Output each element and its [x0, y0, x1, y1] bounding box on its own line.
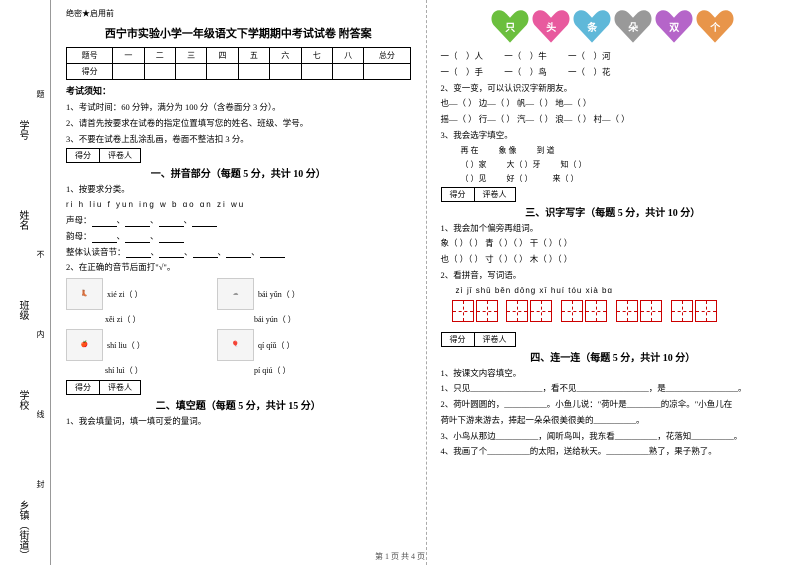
s3-r2: 也（ ）（ ） 寸（ ）（ ） 木（ ）（ ） [441, 253, 786, 266]
fill-r3: 也—（ ） 边—（ ） 帆—（ ） 地—（ ） [441, 97, 786, 110]
margin-id: 学号 [15, 120, 30, 140]
fill-r4: 摇—（ ） 行—（ ） 汽—（ ） 浪—（ ） 村—（ ） [441, 113, 786, 126]
heart-1: 只 [491, 8, 529, 44]
heart-6: 个 [696, 8, 734, 44]
s1-row1: 👢xié zi（ ）☁bái yǔn（ ） [66, 278, 411, 310]
s4-l1: 1、只见_________________，看不见_______________… [441, 382, 786, 395]
score-box-2: 得分评卷人 [66, 380, 141, 395]
seal-4: 不 [35, 250, 46, 258]
margin-class: 班级 [15, 300, 30, 320]
left-column: 绝密★启用前 西宁市实验小学一年级语文下学期期中考试试卷 附答案 题号 一 二 … [51, 0, 426, 565]
vocab-row1: 再 在象 像到 道 [461, 145, 786, 156]
heart-4: 朵 [614, 8, 652, 44]
s3-q2: 2、看拼音，写词语。 [441, 269, 786, 282]
section-4-title: 四、连一连（每题 5 分，共计 10 分） [441, 349, 786, 364]
notice-2: 2、请首先按要求在试卷的指定位置填写您的姓名、班级、学号。 [66, 117, 411, 130]
s1-pinyin: ri h liu f yun ing w b ɑo ɑn zi wu [66, 199, 411, 211]
s4-l5: 4、我画了个__________的太阳，送给秋天。__________熟了，果子… [441, 445, 786, 458]
notice-3: 3、不要在试卷上乱涂乱画，卷面不整洁扣 3 分。 [66, 133, 411, 146]
s1-p1: 声母：、、、 [66, 214, 411, 227]
score-box-3: 得分评卷人 [441, 187, 516, 202]
s1-q1: 1、按要求分类。 [66, 183, 411, 196]
seal-5: 题 [35, 90, 46, 98]
section-1-title: 一、拼音部分（每题 5 分，共计 10 分） [66, 165, 411, 180]
score-box-4: 得分评卷人 [441, 332, 516, 347]
grid-row [441, 300, 786, 322]
s1-row2: xěi zi（ ）bái yún（ ） [66, 314, 411, 325]
binding-margin: 乡镇（街道） 学校 班级 姓名 学号 封 线 内 不 题 [0, 0, 51, 565]
score-table: 题号 一 二 三 四 五 六 七 八 总分 得分 [66, 47, 411, 80]
s1-p2: 韵母：、、 [66, 230, 411, 243]
seal-1: 封 [35, 480, 46, 488]
vocab-row2: （ ）家大（ ）牙知（ ） [461, 159, 786, 170]
secret-label: 绝密★启用前 [66, 8, 411, 19]
s1-row3: 🍎shí liu（ ）🎈qí qíǔ（ ） [66, 329, 411, 361]
s4-l4: 3、小鸟从那边__________，闻听鸟叫，我东看__________，花落知… [441, 430, 786, 443]
pomegranate-icon: 🍎 [66, 329, 103, 361]
seal-2: 线 [35, 410, 46, 418]
s3-r1: 象（ ）（ ） 青（ ）（ ） 干（ ）（ ） [441, 237, 786, 250]
s3-pinyin: zì jǐ shū běn dōnɡ xī huí tóu xià bɑ [441, 285, 786, 297]
s4-l2: 2、荷叶圆圆的，__________。小鱼儿说："荷叶是________的凉伞。… [441, 398, 786, 411]
score-box-1: 得分评卷人 [66, 148, 141, 163]
balloon-icon: 🎈 [217, 329, 254, 361]
s4-l3: 荷叶下游来游去，捧起一朵朵很美很美的__________。 [441, 414, 786, 427]
heart-3: 条 [573, 8, 611, 44]
s1-p3: 整体认读音节：、、、、 [66, 246, 411, 259]
th-num: 题号 [67, 48, 113, 64]
s1-row4: shí luì（ ）pí qiú（ ） [66, 365, 411, 376]
fill-q2: 2、变一变，可以认识汉字新朋友。 [441, 82, 786, 95]
right-column: 只 头 条 朵 双 个 一（ ）人 一（ ）牛 一（ ）河 一（ ）手 一（ ）… [426, 0, 800, 565]
s4-q1: 1、按课文内容填空。 [441, 367, 786, 380]
heart-5: 双 [655, 8, 693, 44]
fill-r1: 一（ ）人 一（ ）牛 一（ ）河 [441, 50, 786, 63]
notice-1: 1、考试时间：60 分钟，满分为 100 分（含卷面分 3 分）。 [66, 101, 411, 114]
notice-header: 考试须知： [66, 84, 411, 97]
heart-2: 头 [532, 8, 570, 44]
margin-school: 学校 [15, 390, 30, 410]
fill-r2: 一（ ）手 一（ ）鸟 一（ ）花 [441, 66, 786, 79]
th-score: 得分 [67, 64, 113, 80]
seal-3: 内 [35, 330, 46, 338]
exam-title: 西宁市实验小学一年级语文下学期期中考试试卷 附答案 [66, 25, 411, 41]
vocab-row3: （ ）见好（ ）来（ ） [461, 173, 786, 184]
s2-q1: 1、我会填量词，填一填可爱的量词。 [66, 415, 411, 428]
boots-icon: 👢 [66, 278, 103, 310]
section-3-title: 三、识字写字（每题 5 分，共计 10 分） [441, 204, 786, 219]
s3-q1: 1、我会加个偏旁再组词。 [441, 222, 786, 235]
s1-q2: 2、在正确的音节后面打"√"。 [66, 261, 411, 274]
section-2-title: 二、填空题（每题 5 分，共计 15 分） [66, 397, 411, 412]
margin-name: 姓名 [15, 210, 30, 230]
fill-q3: 3、我会选字填空。 [441, 129, 786, 142]
cloud-icon: ☁ [217, 278, 254, 310]
page-footer: 第 1 页 共 4 页 [0, 551, 800, 562]
hearts-row: 只 头 条 朵 双 个 [441, 8, 786, 44]
